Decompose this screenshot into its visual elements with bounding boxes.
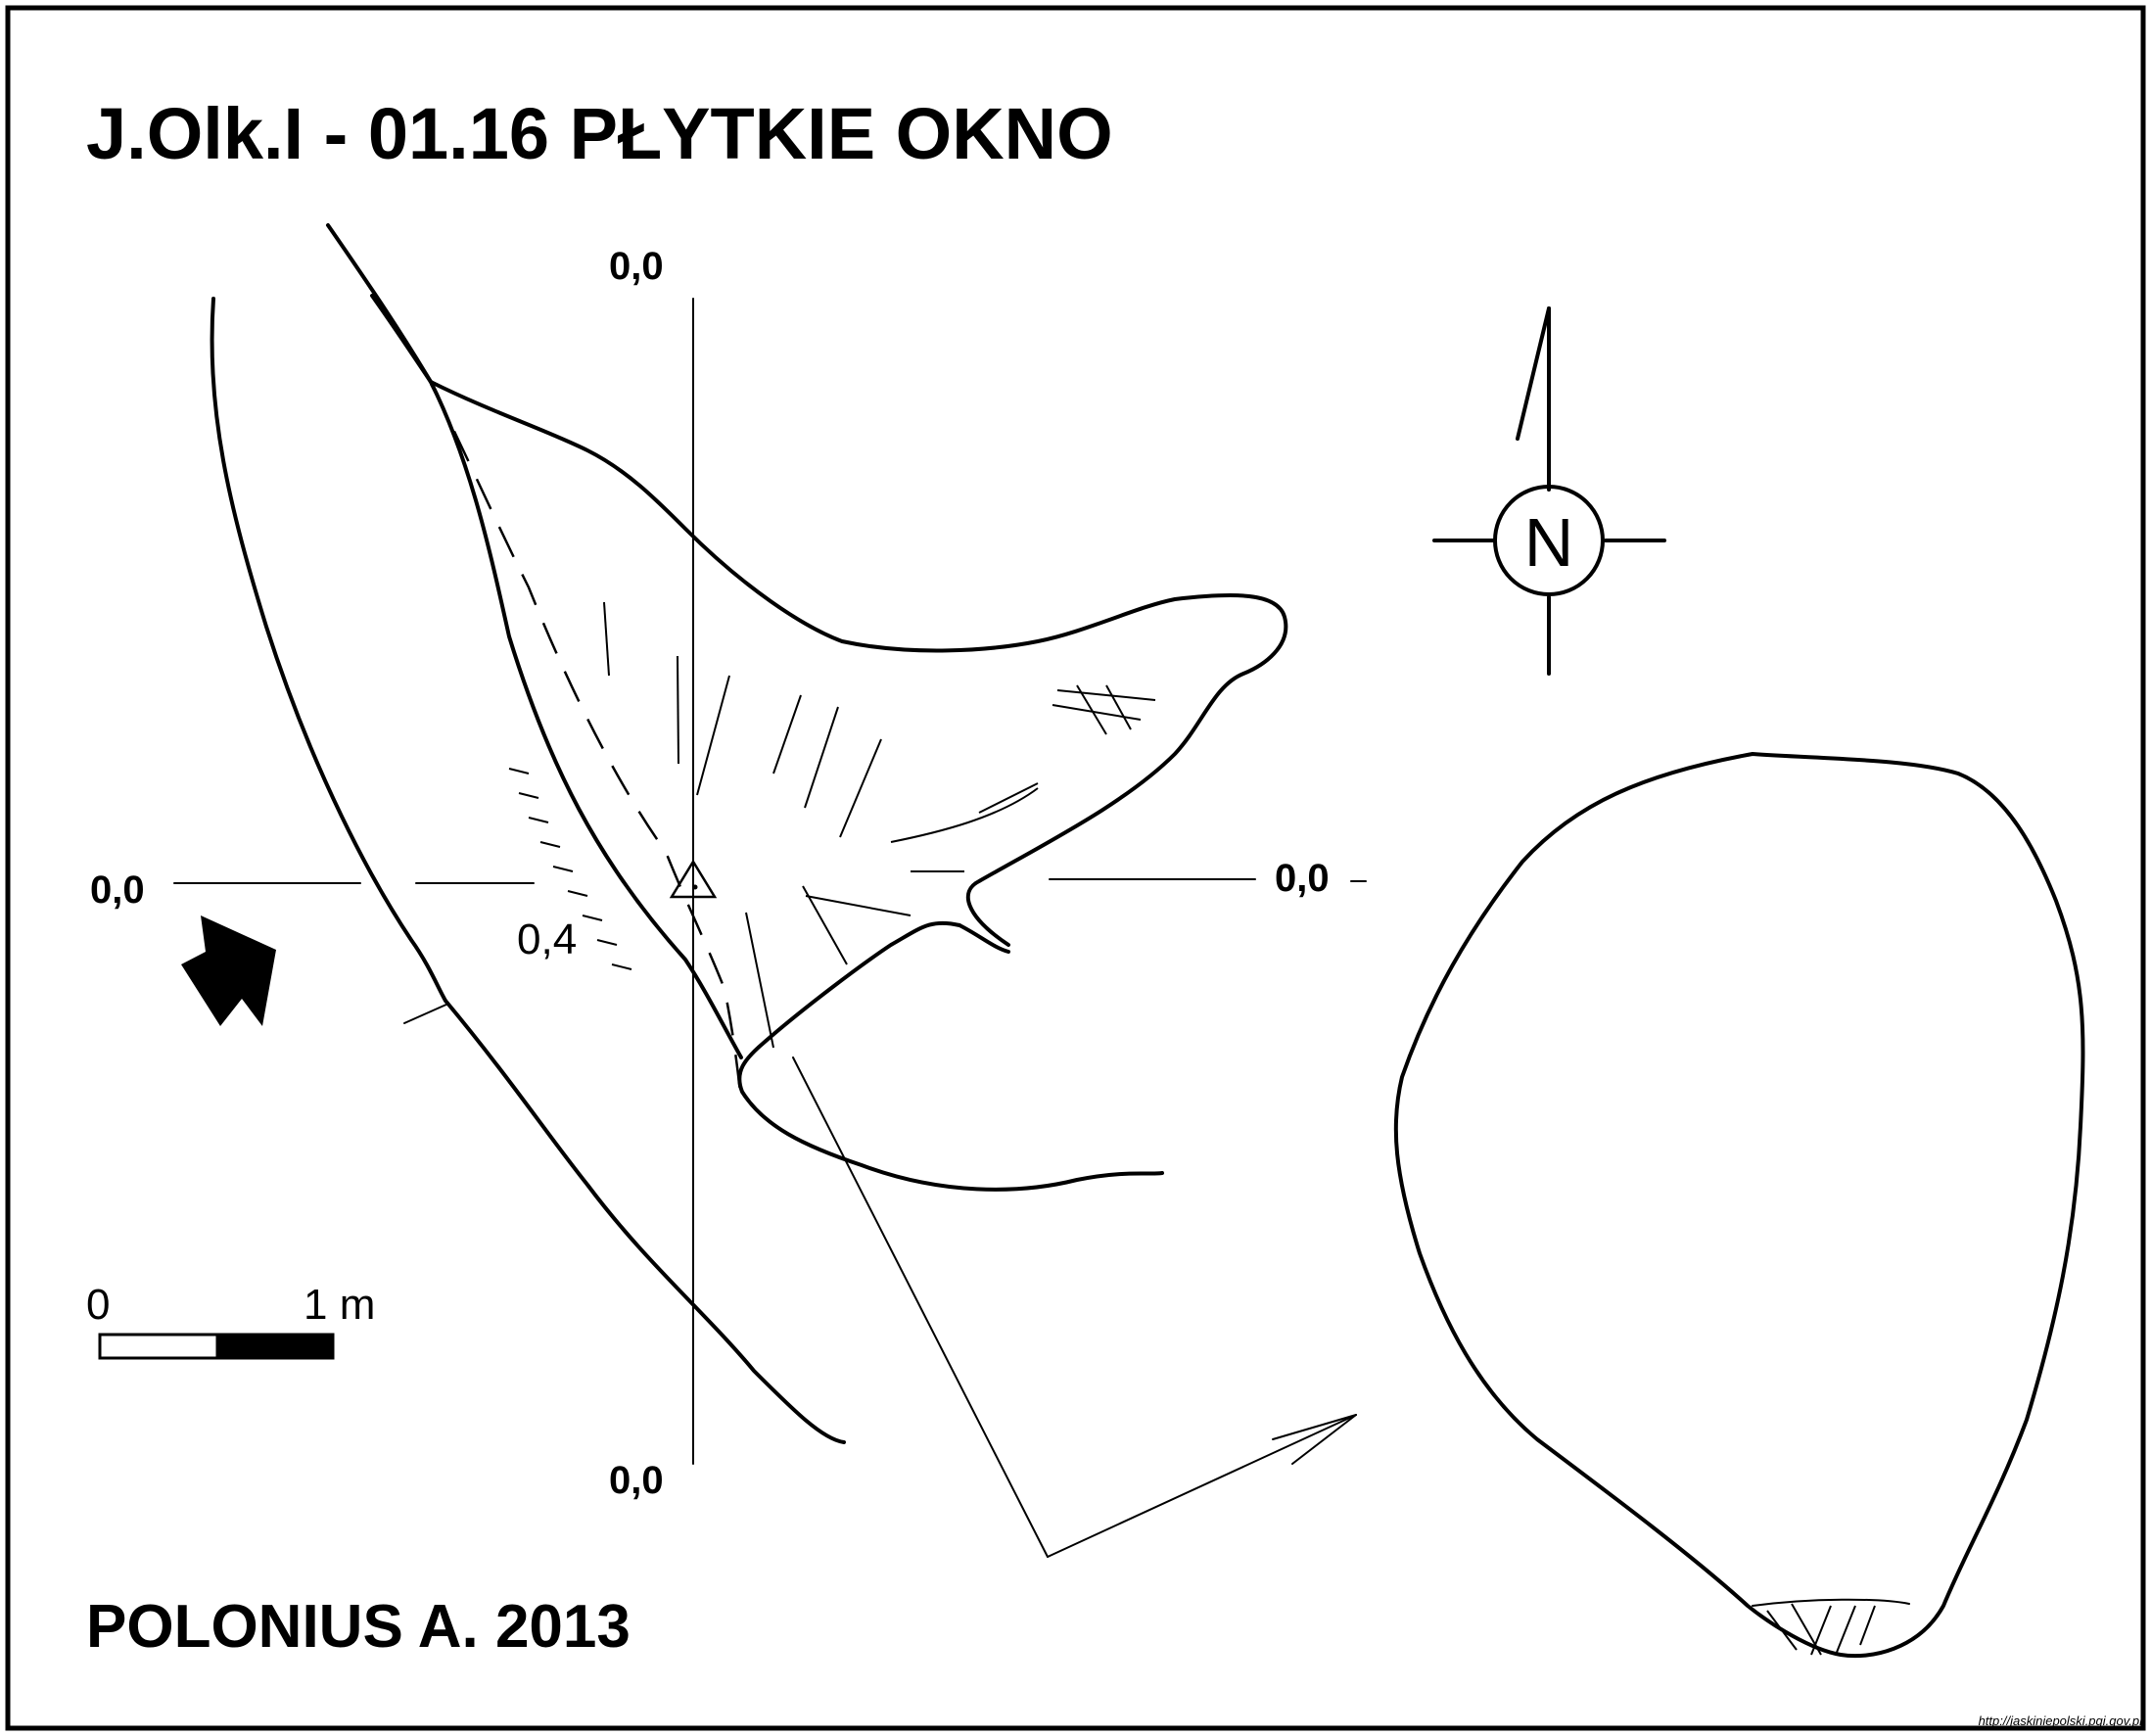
- survey-station-marker: [669, 859, 718, 899]
- coord-label-bottom: 0,0: [609, 1459, 664, 1502]
- cave-cross-section: [1393, 752, 2085, 1659]
- rock-slope-outline: [210, 223, 846, 1444]
- map-frame: [5, 5, 2146, 1731]
- north-label: N: [1524, 504, 1574, 581]
- coord-label-top: 0,0: [609, 245, 664, 288]
- cave-plan: [370, 294, 1288, 1192]
- scale-end-label: 1 m: [304, 1281, 375, 1329]
- entrance-arrow-icon: [181, 915, 276, 1026]
- author-label: POLONIUS A. 2013: [86, 1593, 631, 1661]
- section-projection-lines: [792, 1056, 1357, 1558]
- scale-bar: 0 1 m: [86, 1281, 375, 1360]
- scale-start-label: 0: [86, 1281, 110, 1329]
- source-url: http://jaskiniepolski.pgi.gov.pl: [1979, 1713, 2144, 1728]
- coord-label-left: 0,0: [90, 868, 145, 912]
- coord-label-right: 0,0: [1275, 857, 1330, 900]
- map-title: J.Olk.I - 01.16 PŁYTKIE OKNO: [86, 93, 1113, 174]
- north-arrow-icon: N: [1432, 306, 1666, 676]
- depth-label: 0,4: [517, 915, 577, 963]
- reference-crosshair: [173, 298, 1367, 1465]
